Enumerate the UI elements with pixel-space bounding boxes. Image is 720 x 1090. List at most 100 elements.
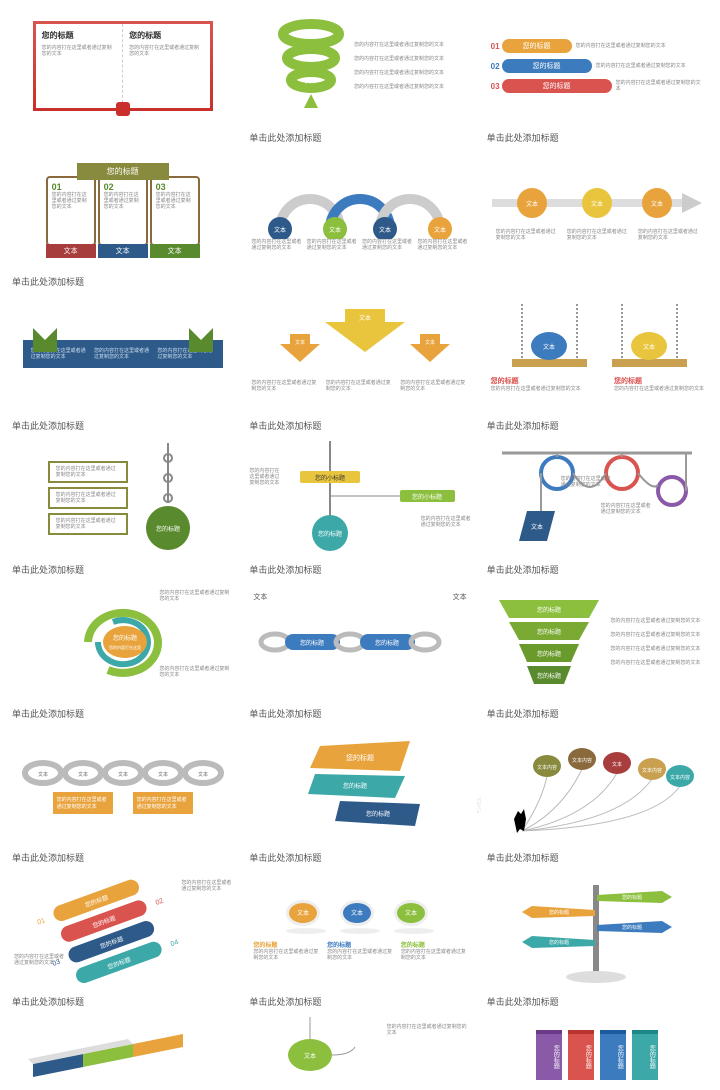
cell-arrow3circ[interactable]: 文本 文本 文本 您的内容打在这里或者通过复制您的文本 您的内容打在这里或者通过… bbox=[481, 150, 714, 290]
notebook-title-r: 您的标题 bbox=[129, 30, 204, 41]
caption: 单击此处添加标题 bbox=[249, 995, 321, 1008]
caption: 单击此处添加标题 bbox=[249, 419, 321, 432]
caption: 单击此处添加标题 bbox=[487, 419, 559, 432]
arrow-text: 您的内容打在这里或者通过复制您的文本 bbox=[251, 380, 319, 392]
svg-text:文本内容: 文本内容 bbox=[642, 767, 662, 774]
caption: 单击此处添加标题 bbox=[487, 707, 559, 720]
svg-text:文本: 文本 bbox=[158, 771, 168, 778]
svg-text:文本: 文本 bbox=[643, 343, 655, 351]
steps-icon bbox=[23, 1019, 223, 1079]
chain-card: 您的内容打在这里或者通过复制您的文本 bbox=[53, 792, 113, 814]
tab-num: 03 bbox=[156, 182, 194, 192]
swirl-text: 您的内容打在这里或者通过复制您的文本 bbox=[159, 590, 229, 602]
svg-text:文本: 文本 bbox=[118, 771, 128, 778]
cell-balloons[interactable]: 文本内容 文本内容 文本 文本内容 文本内容 单击此处添加标题 bbox=[481, 726, 714, 866]
cell-hang1[interactable]: 您的内容打在这里或者通过复制您的文本 您的内容打在这里或者通过复制您的文本 您的… bbox=[6, 438, 239, 578]
cell-origami[interactable]: 您的标题 您的标题 您的标题 单击此处添加标题 bbox=[243, 726, 476, 866]
caption: 单击此处添加标题 bbox=[487, 995, 559, 1008]
cell-pills3d[interactable]: 文本 文本 文本 您的标题您的内容打在这里或者通过复制您的文本 您的标题您的内容… bbox=[243, 870, 476, 1010]
hang2-text: 您的内容打在这里或者通过复制您的文本 bbox=[421, 516, 471, 528]
cell-diag[interactable]: 您的标题01 您的标题02 您的标题03 您的标题04 您的内容打在这里或者通过… bbox=[6, 870, 239, 1010]
arc-text: 您的内容打在这里或者通过复制您的文本 bbox=[417, 239, 468, 251]
cell-arcs[interactable]: 文本 文本 文本 文本 您的内容打在这里或者通过复制您的文本 您的内容打在这里或… bbox=[243, 150, 476, 290]
caption: 单击此处添加标题 bbox=[12, 995, 84, 1008]
tab-text: 您的内容打在这里或者通过复制您的文本 bbox=[52, 192, 90, 210]
svg-text:文本: 文本 bbox=[379, 226, 391, 234]
swing-title: 您的标题 bbox=[614, 376, 704, 386]
svg-text:文本内容: 文本内容 bbox=[572, 757, 592, 764]
caption: 单击此处添加标题 bbox=[249, 851, 321, 864]
balloons-icon: 文本内容 文本内容 文本 文本内容 文本内容 bbox=[492, 731, 702, 841]
cell-swing[interactable]: 文本 文本 您的标题 您的内容打在这里或者通过复制您的文本 您的标题 您的内容打… bbox=[481, 294, 714, 434]
cell-hang2[interactable]: 您的小标题 您的小标题 您的标题 您的内容打在这里或者通过复制您的文本 您的内容… bbox=[243, 438, 476, 578]
cell-bars3[interactable]: 01您的标题 您的内容打在这里或者通过复制您的文本 02您的标题 您的内容打在这… bbox=[481, 6, 714, 146]
tab-foot: 文本 bbox=[46, 244, 96, 258]
svg-text:文本: 文本 bbox=[78, 771, 88, 778]
swirl-text: 您的内容打在这里或者通过复制您的文本 bbox=[159, 666, 229, 678]
svg-text:文本: 文本 bbox=[198, 771, 208, 778]
svg-text:您的标题: 您的标题 bbox=[375, 639, 399, 647]
chain-ball-icon: 您的标题 bbox=[138, 443, 198, 553]
spiral-text: 您的内容打在这里或者通过复制您的文本 bbox=[354, 56, 444, 62]
funnel-text: 您的内容打在这里或者通过复制您的文本 bbox=[610, 660, 700, 666]
spiral-icon: 文本 文本 文本 bbox=[276, 16, 346, 116]
svg-text:您的小标题: 您的小标题 bbox=[412, 493, 442, 501]
hang2-text: 您的内容打在这里或者通过复制您的文本 bbox=[249, 468, 279, 486]
arrow-text: 您的内容打在这里或者通过复制您的文本 bbox=[567, 229, 628, 241]
diag-text: 您的内容打在这里或者通过复制您的文本 bbox=[14, 954, 64, 966]
cell-spiral[interactable]: 文本 文本 文本 您的内容打在这里或者通过复制您的文本 您的内容打在这里或者通过… bbox=[243, 6, 476, 146]
svg-text:文本: 文本 bbox=[274, 226, 286, 234]
pill-title: 您的标题 bbox=[401, 940, 467, 949]
caption: 单击此处添加标题 bbox=[487, 563, 559, 576]
caption: 单击此处添加标题 bbox=[12, 275, 84, 288]
svg-text:您的内容打在这里: 您的内容打在这里 bbox=[109, 644, 141, 650]
svg-text:文本: 文本 bbox=[612, 761, 622, 768]
svg-text:文本: 文本 bbox=[305, 77, 317, 85]
cell-swirl[interactable]: 您的标题 您的内容打在这里 您的内容打在这里或者通过复制您的文本 您的内容打在这… bbox=[6, 582, 239, 722]
svg-text:您的标题: 您的标题 bbox=[156, 525, 180, 533]
tab-text: 您的内容打在这里或者通过复制您的文本 bbox=[156, 192, 194, 210]
bar4: 您的标题 bbox=[632, 1030, 658, 1080]
chain-lbl: 文本 bbox=[253, 592, 267, 602]
svg-text:文本: 文本 bbox=[305, 31, 317, 39]
cell-chain2[interactable]: 文本 文本 文本 文本 文本 您的内容打在这里或者通过复制您的文本 您的内容打在… bbox=[6, 726, 239, 866]
ribbon-r-icon bbox=[189, 328, 213, 352]
origami-icon: 您的标题 您的标题 您的标题 bbox=[290, 736, 430, 836]
svg-text:文本: 文本 bbox=[304, 1052, 316, 1060]
hang-box: 您的内容打在这里或者通过复制您的文本 bbox=[48, 513, 128, 535]
num-01: 01 bbox=[491, 42, 500, 51]
svg-text:文本: 文本 bbox=[651, 200, 663, 208]
cell-notebook[interactable]: 您的标题 您的内容打在这里或者通过复制您的文本 您的标题 您的内容打在这里或者通… bbox=[6, 6, 239, 146]
svg-text:您的标题: 您的标题 bbox=[366, 810, 390, 818]
cell-pulley[interactable]: 文本 您的内容打在这里或者通过复制您的文本 您的内容打在这里或者通过复制您的文本… bbox=[481, 438, 714, 578]
cell-bigarrow[interactable]: 文本 文本 文本 您的内容打在这里或者通过复制您的文本 您的内容打在这里或者通过… bbox=[243, 294, 476, 434]
num-02: 02 bbox=[491, 62, 500, 71]
arc-text: 您的内容打在这里或者通过复制您的文本 bbox=[251, 239, 302, 251]
bubble-text: 您的内容打在这里或者通过复制您的文本 bbox=[387, 1024, 467, 1036]
ribbon-text: 您的内容打在这里或者通过复制您的文本 bbox=[94, 348, 151, 360]
caption: 单击此处添加标题 bbox=[249, 131, 321, 144]
arcs-icon: 文本 文本 文本 文本 bbox=[260, 169, 460, 239]
notebook-text-r: 您的内容打在这里或者通过复制您的文本 bbox=[129, 45, 204, 57]
svg-text:文本内容: 文本内容 bbox=[670, 774, 690, 781]
chain2-icon: 文本 文本 文本 文本 文本 bbox=[18, 758, 228, 788]
banner-title: 您的标题 bbox=[77, 163, 169, 180]
swing-text: 您的内容打在这里或者通过复制您的文本 bbox=[491, 386, 581, 392]
cell-chain1[interactable]: 您的标题 您的标题 文本 文本 单击此处添加标题 bbox=[243, 582, 476, 722]
num-03: 03 bbox=[491, 82, 500, 91]
bar-text: 您的内容打在这里或者通过复制您的文本 bbox=[596, 63, 704, 69]
cell-ribbon[interactable]: 您的内容打在这里或者通过复制您的文本 您的内容打在这里或者通过复制您的文本 您的… bbox=[6, 294, 239, 434]
chain1-icon: 您的标题 您的标题 bbox=[255, 622, 465, 662]
cell-signpost[interactable]: 您的标题 您的标题 您的标题 您的标题 单击此处添加标题 bbox=[481, 870, 714, 1010]
tab-foot: 文本 bbox=[150, 244, 200, 258]
funnel-icon: 您的标题 您的标题 您的标题 您的标题 bbox=[494, 592, 604, 692]
svg-text:04: 04 bbox=[169, 939, 179, 948]
svg-text:文本: 文本 bbox=[526, 200, 538, 208]
svg-text:您的标题: 您的标题 bbox=[318, 530, 342, 538]
spiral-text: 您的内容打在这里或者通过复制您的文本 bbox=[354, 84, 444, 90]
cell-funnel[interactable]: 您的标题 您的标题 您的标题 您的标题 您的内容打在这里或者通过复制您的文本 您… bbox=[481, 582, 714, 722]
svg-text:您的标题: 您的标题 bbox=[300, 639, 324, 647]
svg-text:文本: 文本 bbox=[295, 339, 305, 346]
svg-text:您的标题: 您的标题 bbox=[537, 628, 561, 636]
cell-tabs3[interactable]: 您的标题 01 您的内容打在这里或者通过复制您的文本 02 您的内容打在这里或者… bbox=[6, 150, 239, 290]
